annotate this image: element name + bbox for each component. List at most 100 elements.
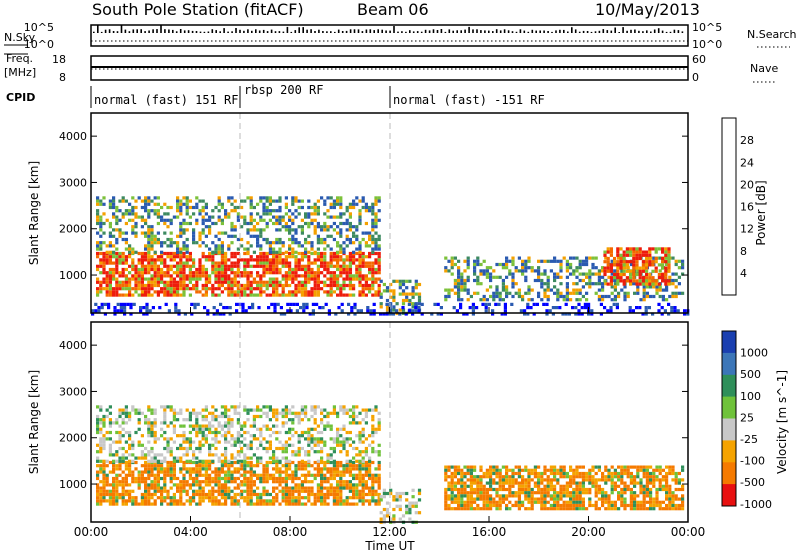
heatmap-cell bbox=[444, 497, 448, 501]
heatmap-cell bbox=[249, 274, 253, 278]
heatmap-cell bbox=[103, 312, 107, 316]
heatmap-cell bbox=[392, 507, 396, 512]
heatmap-cell bbox=[166, 237, 170, 242]
heatmap-cell bbox=[265, 255, 269, 259]
heatmap-cell bbox=[211, 430, 215, 435]
heatmap-cell bbox=[430, 312, 434, 316]
heatmap-cell bbox=[208, 476, 212, 481]
heatmap-cell bbox=[457, 487, 461, 492]
heatmap-cell bbox=[284, 411, 288, 415]
heatmap-cell bbox=[339, 271, 343, 275]
heatmap-cell bbox=[283, 312, 287, 316]
heatmap-cell bbox=[224, 499, 228, 503]
heatmap-cell bbox=[300, 483, 304, 487]
heatmap-cell bbox=[460, 484, 464, 488]
heatmap-cell bbox=[140, 290, 144, 294]
heatmap-cell bbox=[268, 418, 272, 422]
heatmap-cell bbox=[371, 228, 375, 232]
heatmap-cell bbox=[96, 255, 100, 259]
heatmap-cell bbox=[156, 280, 160, 284]
heatmap-cell bbox=[673, 309, 677, 313]
heatmap-cell bbox=[278, 283, 282, 288]
heatmap-cell bbox=[214, 476, 218, 481]
nsky-tick-bottom: 10^0 bbox=[24, 38, 54, 51]
heatmap-cell bbox=[134, 411, 138, 415]
heatmap-cell bbox=[233, 293, 237, 297]
heatmap-cell bbox=[348, 212, 352, 216]
heatmap-cell bbox=[284, 255, 288, 259]
heatmap-cell bbox=[485, 471, 489, 476]
heatmap-cell bbox=[233, 440, 237, 444]
nsky-bar bbox=[231, 31, 233, 33]
heatmap-cell bbox=[179, 247, 183, 251]
heatmap-cell bbox=[469, 481, 473, 485]
heatmap-cell bbox=[275, 267, 279, 272]
heatmap-cell bbox=[230, 293, 234, 297]
heatmap-cell bbox=[533, 497, 537, 501]
heatmap-cell bbox=[361, 231, 365, 235]
heatmap-cell bbox=[364, 221, 368, 226]
heatmap-cell bbox=[450, 484, 454, 488]
heatmap-cell bbox=[323, 464, 327, 468]
heatmap-cell bbox=[185, 202, 189, 206]
nsky-bar bbox=[385, 30, 387, 33]
heatmap-cell bbox=[265, 450, 269, 454]
heatmap-cell bbox=[240, 244, 244, 248]
heatmap-cell bbox=[601, 294, 605, 299]
heatmap-cell bbox=[463, 491, 467, 495]
heatmap-cell bbox=[233, 251, 237, 256]
heatmap-cell bbox=[144, 221, 148, 226]
heatmap-cell bbox=[339, 234, 343, 238]
heatmap-cell bbox=[227, 470, 231, 474]
heatmap-cell bbox=[358, 199, 362, 203]
heatmap-cell bbox=[395, 309, 399, 313]
heatmap-cell bbox=[530, 298, 534, 302]
heatmap-cell bbox=[262, 489, 266, 493]
heatmap-cell bbox=[358, 496, 362, 500]
heatmap-cell bbox=[224, 473, 228, 477]
heatmap-cell bbox=[220, 502, 224, 506]
heatmap-cell bbox=[379, 517, 383, 521]
heatmap-cell bbox=[466, 494, 470, 498]
heatmap-cell bbox=[364, 244, 368, 248]
heatmap-cell bbox=[514, 471, 518, 476]
heatmap-cell bbox=[281, 277, 285, 281]
nsky-bar bbox=[598, 30, 601, 33]
heatmap-cell bbox=[256, 437, 260, 441]
heatmap-cell bbox=[145, 312, 149, 316]
heatmap-cell bbox=[304, 283, 308, 288]
heatmap-cell bbox=[543, 503, 547, 508]
heatmap-cell bbox=[115, 287, 119, 291]
heatmap-cell bbox=[176, 196, 180, 200]
heatmap-cell bbox=[310, 408, 314, 412]
heatmap-cell bbox=[217, 202, 221, 206]
heatmap-cell bbox=[211, 480, 215, 484]
heatmap-cell bbox=[230, 489, 234, 493]
heatmap-cell bbox=[355, 405, 359, 409]
heatmap-cell bbox=[609, 253, 613, 257]
heatmap-cell bbox=[487, 302, 491, 306]
heatmap-cell bbox=[476, 503, 480, 508]
heatmap-cell bbox=[297, 476, 301, 481]
heatmap-cell bbox=[224, 437, 228, 441]
heatmap-cell bbox=[131, 476, 135, 481]
nsky-bar bbox=[191, 30, 194, 33]
heatmap-cell bbox=[99, 241, 103, 245]
heatmap-cell bbox=[272, 209, 276, 213]
heatmap-cell bbox=[543, 497, 547, 501]
heatmap-cell bbox=[495, 275, 499, 279]
heatmap-cell bbox=[124, 247, 128, 251]
heatmap-cell bbox=[361, 277, 365, 281]
heatmap-cell bbox=[361, 502, 365, 506]
heatmap-cell bbox=[313, 502, 317, 506]
nave-tick-top: 60 bbox=[692, 53, 706, 66]
heatmap-cell bbox=[243, 215, 247, 219]
heatmap-cell bbox=[355, 446, 359, 451]
heatmap-cell bbox=[361, 492, 365, 497]
nsky-bar bbox=[310, 29, 312, 33]
heatmap-cell bbox=[444, 471, 448, 476]
heatmap-cell bbox=[176, 244, 180, 248]
power-colorbar-frame bbox=[721, 117, 737, 296]
heatmap-cell bbox=[252, 258, 256, 262]
heatmap-cell bbox=[246, 470, 250, 474]
